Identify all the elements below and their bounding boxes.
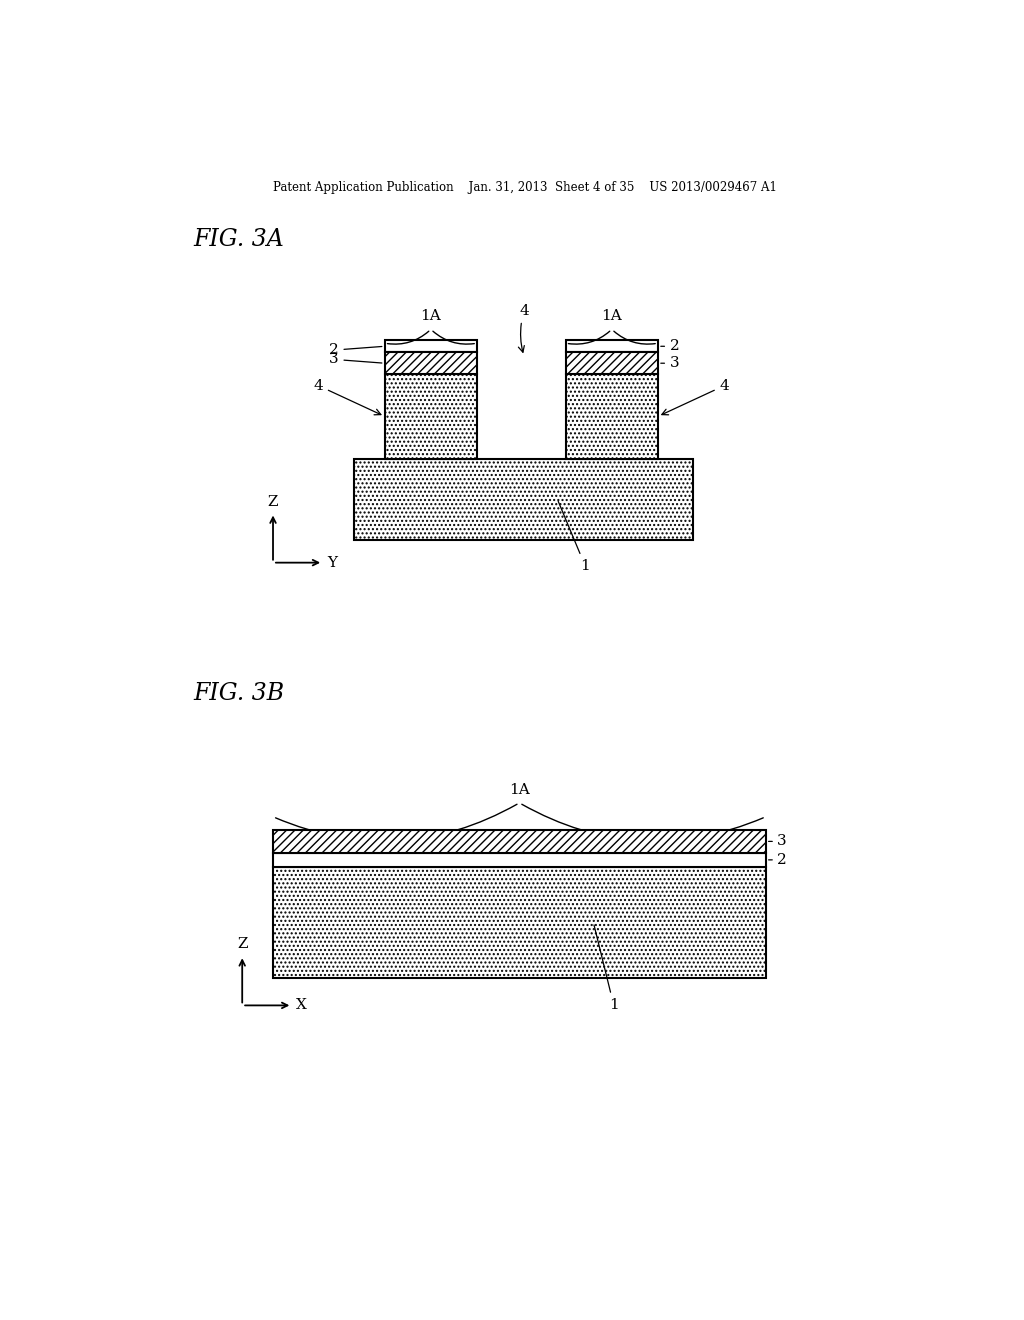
Text: 2: 2 xyxy=(670,339,679,354)
Text: 3: 3 xyxy=(329,352,382,367)
Bar xyxy=(565,374,658,459)
Text: 3: 3 xyxy=(670,356,679,370)
Text: 2: 2 xyxy=(777,853,787,867)
Text: 2: 2 xyxy=(329,343,382,358)
Text: 1: 1 xyxy=(558,502,590,573)
Text: 1A: 1A xyxy=(421,309,441,323)
Text: 1: 1 xyxy=(594,925,618,1011)
Text: 1A: 1A xyxy=(601,309,623,323)
Bar xyxy=(385,352,477,374)
Bar xyxy=(273,830,766,853)
Text: Z: Z xyxy=(237,937,248,952)
Text: Z: Z xyxy=(267,495,279,508)
Text: Patent Application Publication    Jan. 31, 2013  Sheet 4 of 35    US 2013/002946: Patent Application Publication Jan. 31, … xyxy=(272,181,777,194)
Text: X: X xyxy=(296,998,307,1012)
Bar xyxy=(385,341,477,352)
Text: 4: 4 xyxy=(518,304,529,352)
Bar xyxy=(385,374,477,459)
Text: FIG. 3A: FIG. 3A xyxy=(194,227,285,251)
Bar xyxy=(354,459,692,540)
Bar xyxy=(565,341,658,352)
Text: 4: 4 xyxy=(662,379,729,414)
Text: 4: 4 xyxy=(313,379,381,414)
Text: Y: Y xyxy=(327,556,337,570)
Text: 3: 3 xyxy=(777,834,787,849)
Bar xyxy=(273,853,766,867)
Text: FIG. 3B: FIG. 3B xyxy=(194,682,285,705)
Bar xyxy=(565,352,658,374)
Bar xyxy=(273,867,766,978)
Text: 1A: 1A xyxy=(509,783,529,797)
